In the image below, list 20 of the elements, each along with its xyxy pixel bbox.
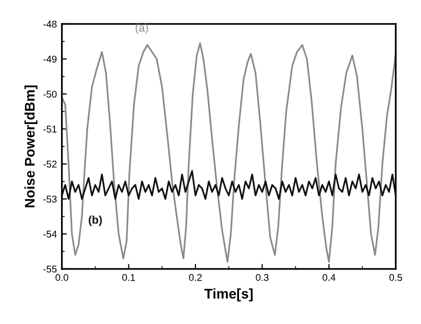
y-tick-label: -52	[43, 160, 57, 168]
x-tick-label: 0.1	[122, 274, 135, 281]
line-series	[62, 170, 396, 200]
y-tick-label: -55	[43, 266, 57, 273]
y-tick-label: -48	[43, 20, 57, 28]
y-axis-title: Noise Power[dBm]	[24, 85, 38, 208]
x-axis-title: Time[s]	[204, 288, 253, 302]
series-label: (b)	[88, 216, 102, 226]
x-tick-label: 0.5	[389, 274, 402, 281]
y-tick-label: -54	[43, 230, 57, 238]
series-label: (a)	[136, 24, 148, 34]
x-tick-label: 0.0	[56, 274, 68, 281]
x-tick-label: 0.2	[189, 274, 202, 281]
x-tick-label: 0.4	[322, 274, 336, 281]
x-tick-label: 0.3	[256, 274, 269, 281]
line-series	[62, 42, 396, 263]
y-tick-label: -49	[43, 56, 57, 63]
y-tick-label: -53	[43, 196, 57, 203]
y-tick-label: -50	[43, 90, 57, 98]
y-tick-label: -51	[43, 126, 57, 133]
